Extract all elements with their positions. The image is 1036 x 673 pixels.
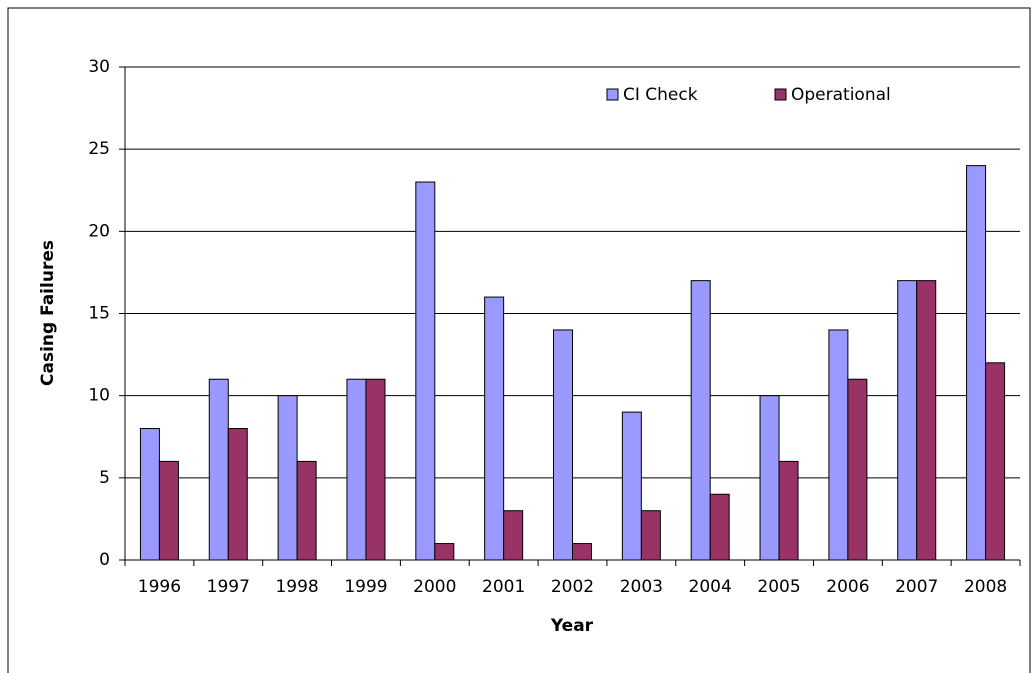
chart-border xyxy=(7,7,1031,673)
legend-swatch xyxy=(774,88,787,101)
bar xyxy=(503,510,524,561)
bar xyxy=(553,329,573,561)
bar xyxy=(778,460,799,561)
bar xyxy=(572,543,592,561)
legend-label: Operational xyxy=(791,85,891,105)
legend-swatch xyxy=(606,88,619,101)
bar xyxy=(139,428,160,561)
bar xyxy=(985,362,1006,561)
x-tick-label: 2000 xyxy=(413,577,456,597)
bar xyxy=(365,378,386,561)
y-tick-label: 10 xyxy=(88,386,110,406)
y-tick-label: 0 xyxy=(99,550,110,570)
bar xyxy=(709,493,730,561)
legend-label: CI Check xyxy=(623,85,698,105)
x-tick-label: 2007 xyxy=(895,577,938,597)
bar xyxy=(434,543,455,561)
bar xyxy=(484,296,505,561)
bar xyxy=(847,378,868,561)
x-tick-label: 2005 xyxy=(757,577,800,597)
bar xyxy=(158,460,179,561)
y-tick-label: 25 xyxy=(88,139,110,159)
bar xyxy=(227,428,248,561)
bar xyxy=(640,510,661,561)
y-tick-label: 5 xyxy=(99,468,110,488)
bar xyxy=(897,280,918,561)
bar xyxy=(690,280,711,561)
bar xyxy=(916,280,937,561)
x-tick-label: 2004 xyxy=(689,577,732,597)
x-tick-label: 2008 xyxy=(964,577,1007,597)
x-tick-label: 2001 xyxy=(482,577,525,597)
y-tick-label: 30 xyxy=(88,57,110,77)
x-tick-label: 1996 xyxy=(138,577,181,597)
x-tick-label: 1997 xyxy=(207,577,250,597)
x-tick-label: 1999 xyxy=(344,577,387,597)
x-tick-label: 2003 xyxy=(620,577,663,597)
bar xyxy=(828,329,849,561)
bar xyxy=(208,378,229,561)
x-axis-label: Year xyxy=(550,616,594,636)
x-tick-label: 2002 xyxy=(551,577,594,597)
bar xyxy=(621,411,642,561)
y-tick-label: 20 xyxy=(88,221,110,241)
y-tick-label: 15 xyxy=(88,304,110,324)
bar xyxy=(966,165,987,561)
bar xyxy=(759,395,780,561)
bar xyxy=(415,181,436,561)
bar xyxy=(346,378,367,561)
x-tick-label: 2006 xyxy=(826,577,869,597)
y-axis-label: Casing Failures xyxy=(38,240,58,386)
bar xyxy=(296,460,317,561)
bar xyxy=(277,395,298,561)
x-tick-label: 1998 xyxy=(275,577,318,597)
